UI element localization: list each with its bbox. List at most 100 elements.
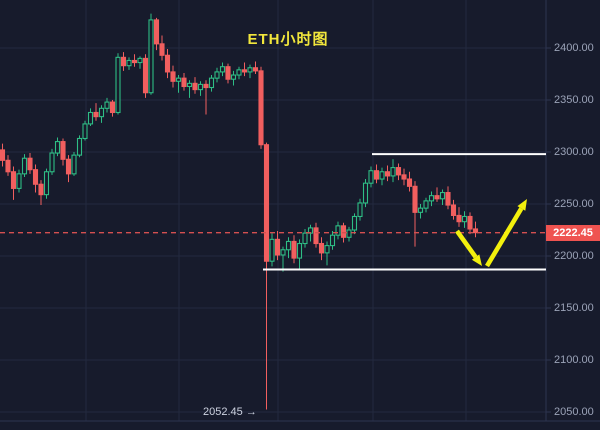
candle-down [0,149,6,161]
candle-down [258,70,264,146]
candle-down [5,159,11,173]
candle-down [181,77,187,88]
candle-down [252,67,259,72]
candle-down [263,144,270,262]
candle-up [76,137,83,156]
candle-down [384,171,391,177]
candle-up [148,19,154,94]
candle-up [49,152,55,173]
y-axis-label: 2050.00 [554,405,594,418]
candle-up [362,182,369,204]
candle-down [313,227,319,245]
candle-up [236,69,242,76]
candle-down [203,83,209,89]
candle-up [351,215,358,231]
candle-down [93,111,99,118]
candle-up [296,242,303,259]
candle-up [186,82,193,88]
candle-up [71,154,77,175]
y-axis-label: 2200.00 [554,249,594,262]
candle-up [54,141,61,154]
candle-up [423,200,429,209]
candle-down [159,43,165,56]
chart-title: ETH小时图 [247,31,329,48]
trend-arrow-shaft [485,207,524,268]
candle-down [274,238,281,256]
candle-up [230,74,237,80]
candle-up [126,59,132,67]
candle-down [456,214,462,223]
candle-down [472,228,479,234]
candle-up [461,215,468,223]
current-price-badge: 2222.45 [546,224,600,241]
candle-up [428,195,435,202]
candle-down [395,167,402,176]
candle-down [120,56,127,67]
low-price-label: 2052.45 → [203,406,257,418]
candle-down [109,101,116,114]
candle-up [417,207,424,213]
y-axis-label: 2300.00 [554,145,594,158]
price-axis[interactable]: 2400.00 2350.00 2300.00 2250.00 2200.00 2150.… [547,0,600,421]
candle-up [379,171,385,180]
candle-down [65,158,72,175]
candle-up [280,249,286,256]
candle-down [164,54,171,73]
candle-up [16,173,22,189]
candle-down [318,242,325,254]
trend-arrow-head [517,199,527,211]
candle-up [175,77,182,82]
candle-down [401,174,407,180]
candle-up [390,167,396,177]
candle-up [43,171,50,196]
trend-arrow-shaft [455,229,478,259]
candle-down [241,69,248,73]
candle-up [98,107,105,118]
candle-down [373,170,380,180]
candle-down [406,178,413,187]
candle-down [32,169,39,185]
candle-up [439,192,446,200]
candle-up [115,56,121,114]
candle-up [324,245,330,254]
candle-up [269,238,275,262]
candle-down [38,183,44,196]
trend-arrow-head [471,254,482,266]
candle-up [137,57,143,64]
y-axis-label: 2400.00 [554,41,594,54]
candle-down [445,192,451,206]
y-axis-label: 2150.00 [554,301,594,314]
candle-down [60,141,66,160]
candle-down [153,19,160,45]
candle-up [247,67,253,73]
candle-up [87,111,94,125]
candle-down [467,215,473,230]
candle-up [21,157,28,175]
candle-up [302,232,308,245]
candle-up [104,101,110,109]
y-axis-label: 2250.00 [554,197,594,210]
candle-up [208,77,215,89]
candle-up [214,71,220,79]
candle-down [10,171,17,189]
candle-up [285,240,292,251]
candle-down [142,57,149,94]
candle-up [357,202,363,218]
candle-down [192,82,198,91]
candle-down [27,157,33,171]
candle-up [329,234,336,247]
candle-up [368,170,374,184]
candle-up [219,66,226,73]
candle-down [225,66,231,80]
candle-down [291,240,297,259]
y-axis-label: 2350.00 [554,93,594,106]
candle-up [197,83,204,91]
candle-down [412,185,418,213]
candle-down [340,225,347,238]
candle-down [434,195,440,200]
candle-down [450,204,457,216]
candle-up [82,123,88,140]
candle-up [335,225,341,236]
